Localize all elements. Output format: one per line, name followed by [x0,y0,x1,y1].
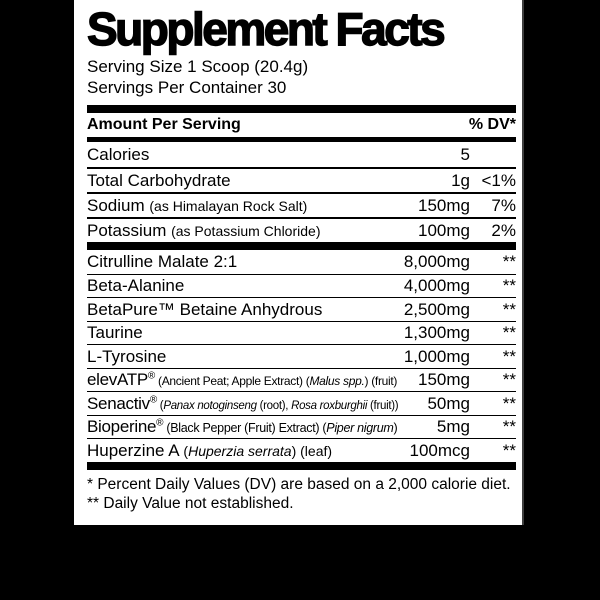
row-name-segment: (Black Pepper (Fruit) Extract) ( [163,421,327,436]
row-name: Total Carbohydrate [87,171,400,191]
nutrient-row: Potassium (as Potassium Chloride) 100mg 2% [87,217,516,242]
ingredient-row: BetaPure™ Betaine Anhydrous 2,500mg ** [87,297,516,321]
footnote-daily-values: * Percent Daily Values (DV) are based on… [87,475,511,493]
serving-size-line: Serving Size 1 Scoop (20.4g) [87,57,309,77]
row-name-segment: ( [183,442,189,459]
ingredients-table: Citrulline Malate 2:1 8,000mg ** Beta-Alani… [87,250,516,462]
section-divider-bottom [87,461,516,470]
ingredient-row: Bioperine® (Black Pepper (Fruit) Extract… [87,414,516,439]
row-name-segment: ) [393,421,398,436]
section-divider-top [87,105,516,114]
row-name: L-Tyrosine [87,347,400,367]
row-name-segment: (root), [256,399,292,412]
amount-per-serving-header: Amount Per Serving [87,116,241,134]
row-name-segment: Panax notoginseng [163,399,257,412]
row-name: Sodium (as Himalayan Rock Salt) [87,196,400,216]
row-name-segment: Piper nigrum [326,421,394,436]
row-amount: 100mg [418,220,470,240]
footnote-not-established: ** Daily Value not established. [87,495,294,513]
row-amount: 1,300mg [403,323,470,343]
row-dv: ** [502,252,516,272]
servings-per-container-line: Servings Per Container 30 [87,77,287,97]
row-name-segment: Huperzine A [87,440,184,460]
nutrient-row: Total Carbohydrate 1g <1% [87,167,516,192]
row-amount: 2,500mg [403,299,470,319]
row-amount: 4,000mg [403,276,470,296]
row-dv: ** [502,323,516,343]
row-name-segment: Calories [87,144,150,164]
table-header: Amount Per Serving % DV* [87,113,516,137]
row-dv: ** [502,370,516,390]
ingredient-row: Beta-Alanine 4,000mg ** [87,273,516,298]
nutrient-row: Calories 5 [87,142,516,167]
row-name: elevATP® (Ancient Peat; Apple Extract) (… [87,370,400,390]
row-name-segment: L-Tyrosine [87,346,167,366]
row-name-segment: Huperzia serrata [188,442,292,459]
row-name-segment: (as Potassium Chloride) [171,222,321,239]
row-name-segment: (fruit)) [367,399,399,412]
row-dv: ** [502,417,516,437]
ingredient-row: Huperzine A (Huperzia serrata) (leaf) 100… [87,438,516,462]
supplement-facts-label: Supplement Facts Serving Size 1 Scoop (2… [74,0,524,525]
nutrient-row: Sodium (as Himalayan Rock Salt) 150mg 7% [87,192,516,217]
row-dv: <1% [481,170,517,190]
row-amount: 8,000mg [403,252,470,272]
ingredient-row: Senactiv® (Panax notoginseng (root), Ros… [87,391,516,415]
row-name: Beta-Alanine [87,276,400,296]
row-name-segment: BetaPure™ Betaine Anhydrous [87,299,323,319]
row-name: Bioperine® (Black Pepper (Fruit) Extract… [87,417,400,437]
row-dv: ** [502,299,516,319]
ingredient-row: L-Tyrosine 1,000mg ** [87,344,516,368]
row-amount: 150mg [418,370,470,390]
row-name-segment: Citrulline Malate 2:1 [87,252,238,272]
row-name-segment: ) (fruit) [364,374,398,389]
row-name-segment: Rosa roxburghii [291,399,368,412]
row-name: Huperzine A (Huperzia serrata) (leaf) [87,441,400,461]
row-name-segment: (as Himalayan Rock Salt) [149,197,308,214]
row-name-segment: Senactiv [87,393,150,413]
row-dv: 2% [491,220,516,240]
row-name-segment: (Ancient Peat; Apple Extract) ( [154,374,310,389]
row-name-segment: Sodium [87,195,150,215]
row-name-segment: Bioperine [87,417,157,437]
row-name: Calories [87,145,400,165]
row-name: Taurine [87,323,400,343]
row-name-segment: Taurine [87,323,143,343]
row-name: BetaPure™ Betaine Anhydrous [87,300,400,320]
ingredient-row: elevATP® (Ancient Peat; Apple Extract) (… [87,367,516,392]
section-divider-middle [87,242,516,251]
header-divider [87,137,516,143]
row-name-segment: ( [156,399,164,412]
row-amount: 50mg [427,393,470,413]
row-name-segment: Total Carbohydrate [87,170,231,190]
row-dv: ** [502,276,516,296]
row-name-segment: ® [149,393,157,405]
row-dv: ** [502,346,516,366]
ingredient-row: Citrulline Malate 2:1 8,000mg ** [87,250,516,274]
percent-dv-header: % DV* [468,116,516,134]
nutrients-table: Calories 5 Total Carbohydrate 1g <1% Sodium (… [87,142,516,242]
label-title: Supplement Facts [86,3,446,55]
row-amount: 5 [460,144,470,164]
row-dv: ** [502,393,516,413]
footnotes: * Percent Daily Values (DV) are based on… [87,470,516,516]
row-name-segment: Beta-Alanine [87,276,185,296]
row-amount: 5mg [436,417,470,437]
row-name-segment: ® [147,370,155,382]
row-amount: 150mg [418,195,470,215]
row-name-segment: ® [156,417,164,429]
row-name: Senactiv® (Panax notoginseng (root), Ros… [87,394,400,414]
row-name-segment: Malus spp. [309,374,365,389]
row-name: Potassium (as Potassium Chloride) [87,221,400,241]
row-amount: 1g [451,170,470,190]
row-name-segment: ) (leaf) [291,442,333,459]
row-dv: ** [502,440,516,460]
row-dv: 7% [491,195,516,215]
ingredient-row: Taurine 1,300mg ** [87,320,516,345]
row-amount: 100mcg [409,440,470,460]
row-name-segment: Potassium [87,220,172,240]
row-name: Citrulline Malate 2:1 [87,252,400,272]
row-amount: 1,000mg [403,346,470,366]
row-name-segment: elevATP [87,370,148,390]
